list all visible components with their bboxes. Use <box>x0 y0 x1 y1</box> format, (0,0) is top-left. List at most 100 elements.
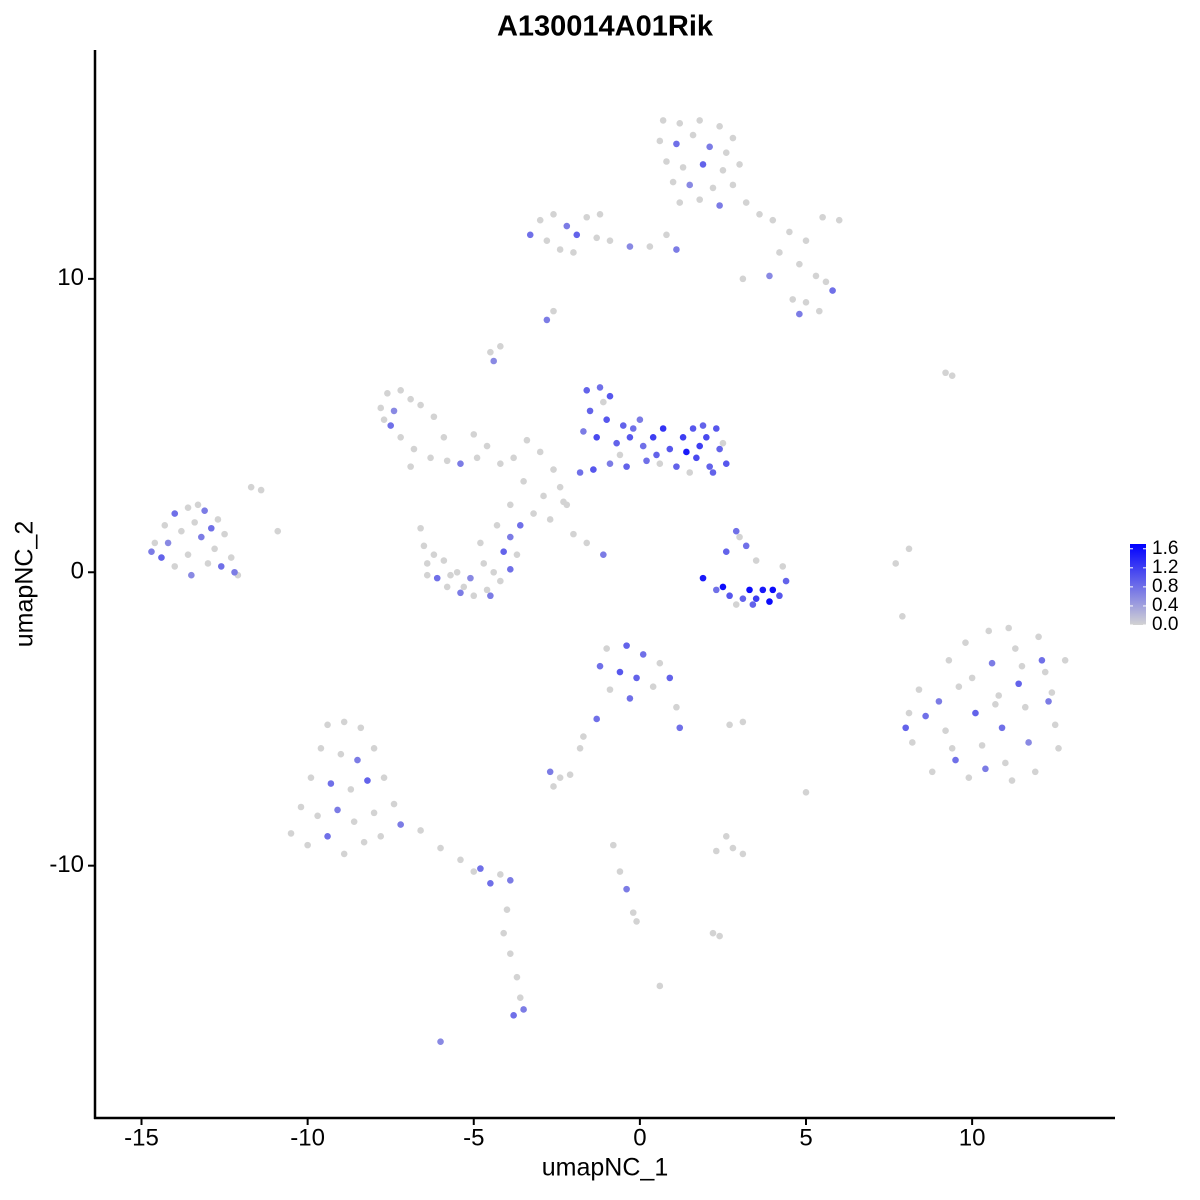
cell-point <box>835 216 843 224</box>
cell-point <box>968 674 976 682</box>
cell-point <box>716 932 723 940</box>
cell-point <box>696 442 703 450</box>
cell-point <box>460 583 468 591</box>
cell-point <box>596 384 604 391</box>
cell-point <box>507 950 514 957</box>
cell-point <box>334 806 341 814</box>
cell-point <box>477 539 484 547</box>
cell-point <box>653 451 660 459</box>
cell-point <box>497 460 504 468</box>
cell-point <box>603 645 610 652</box>
cell-point <box>377 404 385 412</box>
cell-point <box>796 310 803 318</box>
cell-point <box>384 389 391 397</box>
cell-point <box>314 812 321 820</box>
cell-point <box>686 181 694 189</box>
cell-point <box>1045 698 1052 705</box>
cell-point <box>639 442 647 450</box>
cell-point <box>909 739 916 746</box>
cell-point <box>623 463 630 470</box>
cell-point <box>427 454 434 462</box>
cell-point <box>713 425 720 432</box>
cell-point <box>623 642 630 649</box>
cell-point <box>327 780 335 787</box>
cell-point <box>453 568 461 576</box>
cell-point <box>822 278 830 286</box>
cell-point <box>370 745 378 752</box>
cell-point <box>148 548 155 556</box>
cell-point <box>606 460 614 468</box>
cell-point <box>457 856 464 864</box>
cell-point <box>600 551 607 558</box>
cell-point <box>576 745 584 752</box>
cell-point <box>397 433 404 441</box>
cell-point <box>962 639 969 646</box>
cell-point <box>513 973 521 981</box>
cell-point <box>639 651 647 658</box>
cell-point <box>221 530 228 538</box>
cell-point <box>198 533 205 541</box>
cell-point <box>1061 656 1069 664</box>
cell-point <box>407 395 414 403</box>
cell-point <box>161 522 169 529</box>
cell-point <box>948 745 956 752</box>
x-tick-label: -5 <box>463 1124 484 1151</box>
cell-point <box>201 507 208 514</box>
cell-point <box>483 442 491 450</box>
cell-point <box>656 137 664 145</box>
cell-point <box>952 756 959 764</box>
cell-point <box>649 433 657 441</box>
cell-point <box>769 216 777 224</box>
cell-point <box>726 721 733 729</box>
cell-point <box>550 307 557 315</box>
cell-point <box>340 850 348 858</box>
cell-point <box>736 533 743 541</box>
cell-point <box>626 433 634 441</box>
cell-point <box>789 296 797 303</box>
cell-point <box>643 457 650 465</box>
cell-point <box>802 299 810 306</box>
cell-point <box>606 686 614 693</box>
cell-point <box>417 524 424 532</box>
cell-point <box>231 568 238 576</box>
cell-point <box>633 918 640 925</box>
cell-point <box>985 627 993 635</box>
x-tick-label: -10 <box>290 1124 325 1151</box>
cell-point <box>151 539 159 547</box>
cell-point <box>340 718 348 726</box>
cell-point <box>423 560 431 567</box>
cell-point <box>457 589 464 597</box>
cell-point <box>769 586 777 594</box>
cell-point <box>739 718 747 726</box>
cell-point <box>732 527 740 535</box>
cell-point <box>510 454 517 462</box>
cell-point <box>699 422 707 429</box>
cell-point <box>656 659 664 667</box>
cell-point <box>676 199 684 206</box>
cell-point <box>507 501 514 509</box>
cell-point <box>746 586 753 594</box>
cell-point <box>703 433 710 441</box>
cell-point <box>370 809 378 817</box>
cell-point <box>347 786 355 793</box>
cell-point <box>696 117 703 124</box>
cell-point <box>829 287 836 294</box>
cell-point <box>507 566 514 573</box>
cell-point <box>500 929 507 937</box>
cell-point <box>546 768 554 776</box>
cell-point <box>274 527 282 535</box>
cell-point <box>709 929 717 937</box>
cell-point <box>204 560 212 567</box>
cell-point <box>669 178 677 186</box>
cell-point <box>550 211 557 218</box>
cell-point <box>716 445 723 453</box>
cell-point <box>1038 656 1046 664</box>
cell-point <box>978 742 986 749</box>
cell-point <box>600 398 607 406</box>
cell-point <box>948 372 956 379</box>
cell-point <box>905 545 913 553</box>
color-tick-label: 1.2 <box>1152 557 1178 578</box>
cell-point <box>563 222 571 230</box>
cell-point <box>497 871 504 878</box>
cell-point <box>992 700 999 708</box>
